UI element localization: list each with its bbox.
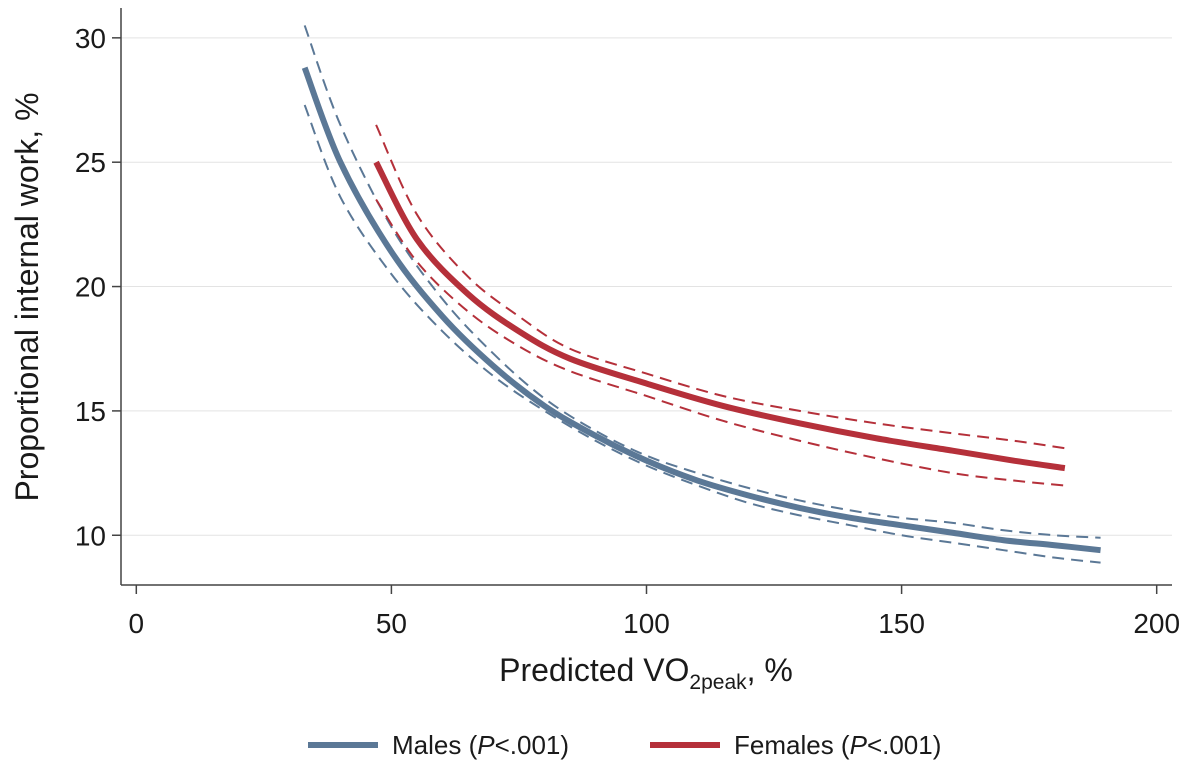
grid-layer	[121, 37, 1172, 536]
x-tick-label-200: 200	[1133, 608, 1180, 639]
males-fit-line	[301, 66, 1101, 554]
x-axis-title-suffix: , %	[747, 652, 793, 688]
y-tick-label-30: 30	[75, 23, 106, 54]
legend-females-name: Females	[734, 730, 834, 760]
legend: Males (P<.001) Females (P<.001)	[308, 730, 941, 760]
females-ci-upper-line	[375, 124, 1066, 450]
males-ci-lower-line	[303, 104, 1101, 564]
females-fit-line	[373, 160, 1066, 472]
males-ci-upper-line	[303, 25, 1101, 539]
series-layer	[301, 25, 1101, 564]
legend-males-p: P	[477, 730, 495, 760]
legend-label-females: Females (P<.001)	[734, 730, 941, 760]
legend-label-males: Males (P<.001)	[392, 730, 569, 760]
ticks-layer: 10 15 20 25 30 0 50 100 150 200	[75, 23, 1180, 639]
x-tick-label-0: 0	[129, 608, 145, 639]
x-axis-title-main: Predicted VO	[499, 652, 689, 688]
y-tick-label-20: 20	[75, 272, 106, 303]
legend-males-name: Males	[392, 730, 461, 760]
y-axis-title: Proportional internal work, %	[9, 92, 45, 501]
legend-males-pvalue: <.001	[495, 730, 561, 760]
females-ci-lower-line	[375, 198, 1065, 487]
x-axis-title: Predicted VO2peak, %	[499, 652, 793, 694]
legend-females-pvalue: <.001	[867, 730, 933, 760]
x-axis-title-subscript: 2peak	[689, 671, 747, 694]
y-tick-label-25: 25	[75, 147, 106, 178]
x-tick-label-100: 100	[623, 608, 670, 639]
legend-females-p: P	[850, 730, 868, 760]
y-tick-label-15: 15	[75, 396, 106, 427]
x-tick-label-150: 150	[878, 608, 925, 639]
x-tick-label-50: 50	[376, 608, 407, 639]
axes-layer	[120, 8, 1172, 586]
y-tick-label-10: 10	[75, 520, 106, 551]
